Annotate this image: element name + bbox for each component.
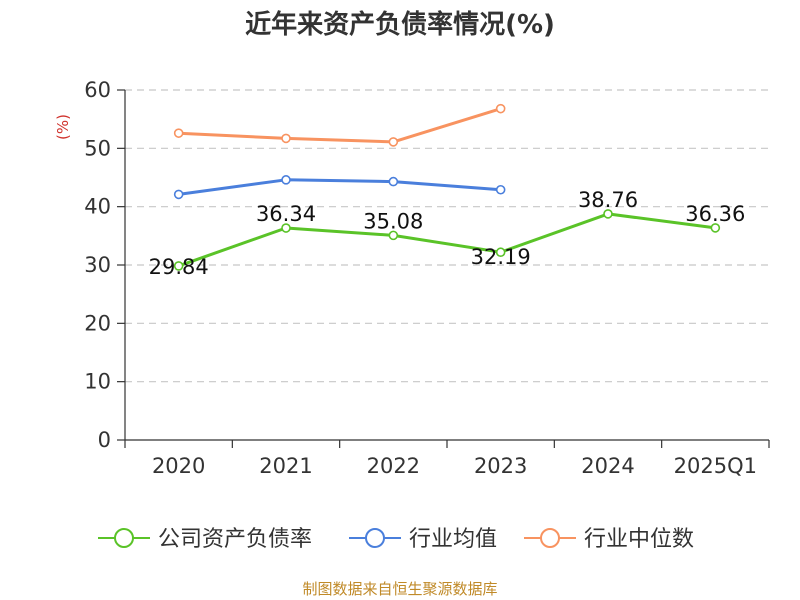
data-label: 36.34: [256, 202, 316, 226]
x-tick-label: 2023: [474, 454, 527, 478]
x-tick-label: 2021: [259, 454, 312, 478]
legend-marker-1: [365, 528, 385, 548]
legend[interactable]: 公司资产负债率 行业均值 行业中位数: [98, 527, 694, 552]
legend-marker-2: [540, 528, 560, 548]
data-label: 35.08: [363, 209, 423, 233]
data-point: [495, 184, 506, 195]
y-tick-label: 10: [84, 370, 111, 394]
data-point: [388, 137, 399, 147]
y-tick-label: 60: [84, 78, 111, 102]
data-point: [603, 209, 613, 219]
series-line-2: [178, 107, 502, 144]
series-line-1: [178, 178, 501, 196]
data-label: 29.84: [149, 255, 209, 279]
data-point: [281, 175, 291, 185]
y-tick-label: 40: [84, 195, 111, 219]
data-source-note: 制图数据来自恒生聚源数据库: [302, 580, 498, 598]
legend-marker-0: [114, 528, 134, 548]
chart-title: 近年来资产负债率情况(%): [245, 10, 555, 40]
series-lines: [173, 103, 721, 271]
data-point: [710, 223, 721, 233]
data-point: [495, 247, 506, 258]
y-tick-label: 50: [84, 136, 111, 160]
data-point: [495, 103, 506, 114]
y-tick-label: 0: [98, 428, 111, 452]
data-point: [173, 189, 184, 200]
data-point: [388, 230, 399, 241]
data-label: 32.19: [471, 245, 531, 269]
data-point: [281, 133, 291, 144]
legend-item-label: 行业均值: [409, 527, 497, 552]
data-point: [281, 223, 291, 233]
x-tick-label: 2022: [367, 454, 420, 478]
data-labels: 29.84 36.34 35.08 32.19 38.76 36.36: [149, 188, 746, 279]
y-axis-unit-label: (%): [54, 114, 72, 140]
gridlines: [125, 89, 769, 383]
legend-item-label: 行业中位数: [584, 527, 694, 552]
x-tick-label: 2025Q1: [674, 454, 757, 478]
legend-item-label: 公司资产负债率: [158, 527, 312, 552]
x-tick-label: 2024: [581, 454, 634, 478]
axes: 0 10 20 30 40 50 60 (%) 2020 2021 2022 2023 2024 2025…: [54, 78, 770, 478]
x-tick-label: 2020: [152, 454, 205, 478]
data-label: 36.36: [685, 202, 745, 226]
data-point: [388, 176, 399, 187]
data-point: [173, 261, 184, 271]
y-tick-label: 20: [84, 311, 111, 335]
data-point: [173, 128, 184, 138]
series-line-0: [178, 212, 716, 268]
y-tick-label: 30: [84, 253, 111, 277]
data-label: 38.76: [578, 188, 638, 212]
